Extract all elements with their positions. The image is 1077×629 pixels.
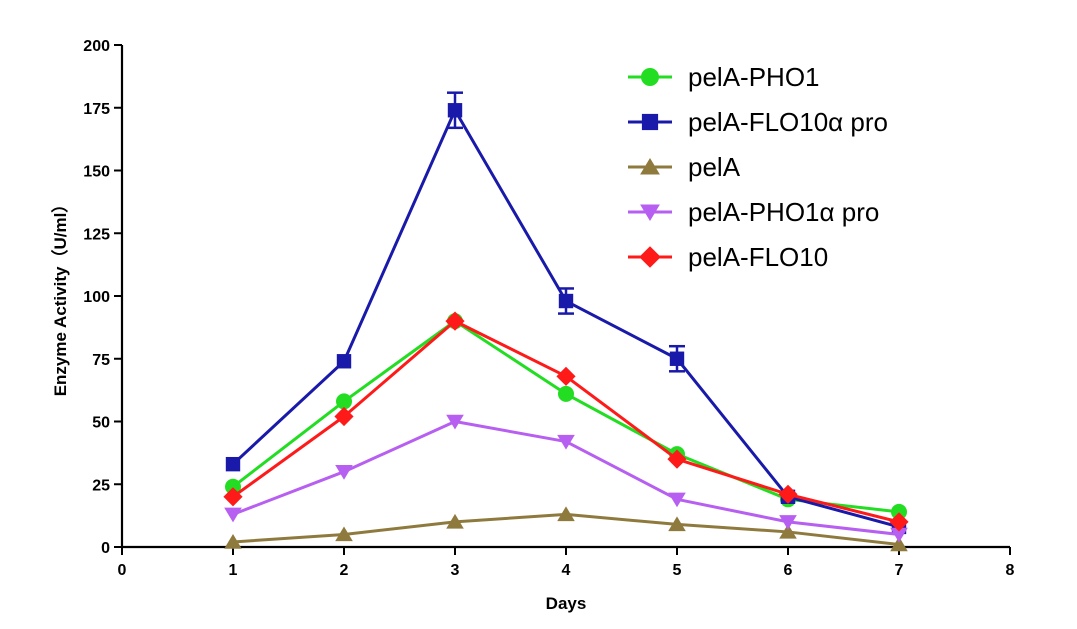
legend-label: pelA-FLO10α pro [688,107,888,137]
data-point [225,478,241,495]
x-tick-label: 1 [229,562,238,579]
series-3 [224,414,908,543]
data-point [890,527,908,543]
legend-label: pelA [688,152,741,182]
y-tick-label: 50 [92,415,110,432]
legend-label: pelA-PHO1α pro [688,197,879,227]
data-point [890,536,908,552]
data-point [667,449,687,469]
y-tick-label: 200 [83,38,110,55]
data-point [336,354,352,369]
data-point [334,406,354,427]
series-0 [225,313,907,520]
series-4 [223,311,909,532]
series-2 [224,506,908,552]
data-point [778,484,798,504]
data-point [668,492,686,508]
legend: pelA-PHO1 pelA-FLO10α pro pelA pelA-PHO1α p… [628,62,888,272]
data-point [223,487,243,507]
legend-item-2: pelA [628,152,741,182]
data-point [447,103,463,118]
x-tick-label: 7 [895,562,904,579]
axes: 0 25 50 75 100 125 150 175 200 0 1 2 3 4 5 6 7 8 [83,38,1014,579]
legend-label: pelA-PHO1 [688,62,820,92]
data-point [224,533,242,549]
series-line [231,108,900,529]
data-point [891,503,907,520]
y-tick-label: 75 [92,352,110,369]
data-point [446,414,464,430]
legend-item-4: pelA-FLO10 [628,242,828,272]
data-point [224,507,242,523]
legend-marker [640,204,660,221]
data-point [779,523,797,539]
data-point [556,366,576,386]
legend-marker [639,246,661,268]
y-tick-label: 125 [83,226,110,243]
legend-item-0: pelA-PHO1 [628,62,820,92]
x-tick-label: 0 [118,562,127,579]
y-tick-label: 0 [101,540,110,557]
legend-marker [641,113,659,131]
data-point [557,506,575,522]
data-point [889,512,909,532]
data-point [336,393,352,410]
legend-marker [640,158,660,175]
data-point [335,526,353,542]
series-line [232,319,900,514]
legend-marker [641,68,659,86]
y-tick-label: 175 [83,101,110,118]
data-point [779,515,797,530]
y-axis-title: Enzyme Activity（U/ml） [50,196,70,397]
data-point [446,513,464,529]
data-point [445,311,465,331]
y-tick-label: 25 [92,477,110,494]
x-tick-label: 2 [340,562,349,579]
data-point [335,464,353,480]
data-point [558,293,574,309]
series-1 [225,91,907,535]
legend-label: pelA-FLO10 [688,242,828,272]
data-point [225,456,241,472]
y-tick-label: 150 [83,164,110,181]
x-tick-label: 3 [451,562,460,579]
x-tick-label: 5 [673,562,682,579]
x-tick-label: 6 [784,562,793,579]
x-axis-title: Days [546,594,587,613]
series-line [232,319,900,524]
data-point [557,434,575,450]
y-tick-label: 100 [83,289,110,306]
series-layer [223,91,909,552]
data-point [558,385,574,402]
data-point [669,351,685,366]
legend-item-3: pelA-PHO1α pro [628,197,879,227]
x-tick-label: 8 [1006,562,1015,579]
data-point [668,516,686,532]
x-tick-label: 4 [562,562,571,579]
legend-item-1: pelA-FLO10α pro [628,107,888,137]
